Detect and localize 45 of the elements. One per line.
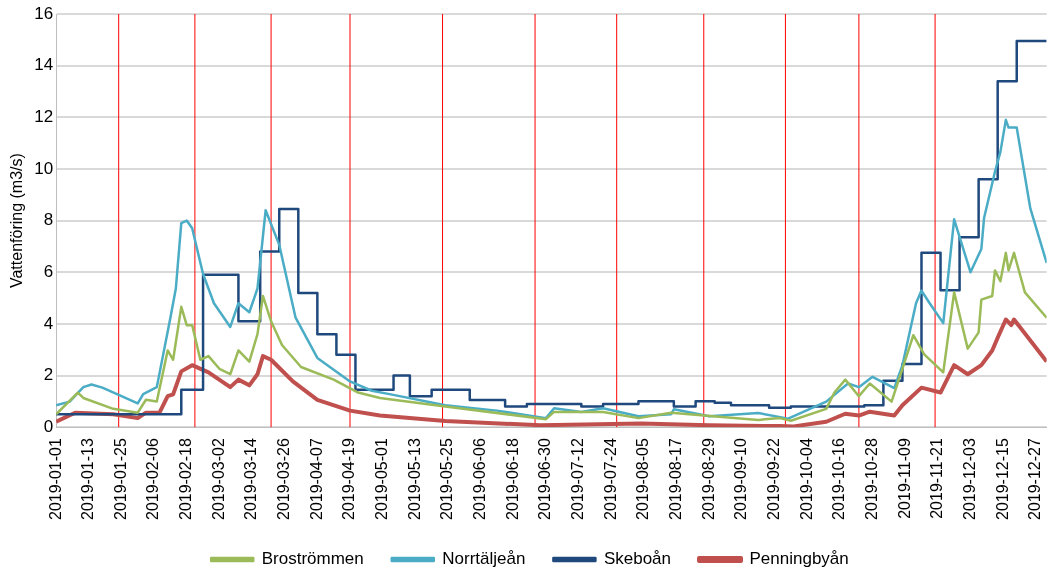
x-tick-label: 2019-01-01 (46, 438, 64, 520)
x-tick-label: 2019-04-19 (340, 438, 358, 520)
x-tick-label: 2019-09-22 (764, 438, 782, 520)
legend-label: Broströmmen (261, 549, 364, 569)
x-tick-label: 2019-08-05 (634, 438, 652, 520)
x-tick-label: 2019-06-18 (503, 438, 521, 520)
x-tick-label: 2019-02-18 (177, 438, 195, 520)
y-tick-label: 4 (43, 313, 54, 333)
x-tick-label: 2019-09-10 (732, 438, 750, 520)
y-axis-title: Vattenföring (m3/s) (8, 153, 26, 289)
x-tick-label: 2019-03-02 (209, 438, 227, 520)
y-tick-label: 0 (43, 416, 54, 436)
x-tick-label: 2019-12-15 (993, 438, 1011, 520)
x-tick-label: 2019-07-24 (601, 438, 619, 520)
x-tick-label: 2019-06-30 (536, 438, 554, 520)
x-tick-label: 2019-01-13 (79, 438, 97, 520)
legend-label: Norrtäljeån (442, 549, 526, 569)
x-tick-label: 2019-10-04 (797, 438, 815, 520)
x-tick-label: 2019-04-07 (307, 438, 325, 520)
y-tick-label: 8 (43, 210, 54, 230)
x-tick-label: 2019-11-21 (928, 438, 946, 519)
y-tick-label: 16 (34, 3, 54, 23)
legend-label: Penningbyån (749, 549, 849, 569)
x-tick-label: 2019-02-06 (144, 438, 162, 520)
x-tick-label: 2019-08-29 (699, 438, 717, 520)
x-tick-label: 2019-11-09 (895, 438, 913, 519)
x-tick-label: 2019-12-27 (1026, 438, 1044, 520)
x-tick-label: 2019-03-14 (242, 438, 260, 520)
x-tick-label: 2019-07-12 (569, 438, 587, 520)
y-tick-label: 6 (43, 261, 54, 281)
x-tick-label: 2019-10-28 (862, 438, 880, 520)
x-tick-label: 2019-05-13 (405, 438, 423, 520)
legend-label: Skeboån (603, 549, 672, 569)
x-tick-label: 2019-01-25 (111, 438, 129, 520)
y-tick-label: 10 (34, 158, 54, 178)
x-tick-label: 2019-08-17 (666, 438, 684, 520)
y-tick-label: 2 (43, 365, 54, 385)
x-tick-label: 2019-05-25 (438, 438, 456, 520)
x-tick-label: 2019-05-01 (373, 438, 391, 520)
x-tick-label: 2019-06-06 (471, 438, 489, 520)
x-tick-label: 2019-10-16 (830, 438, 848, 520)
x-tick-label: 2019-03-26 (275, 438, 293, 520)
x-tick-label: 2019-12-03 (960, 438, 978, 520)
y-tick-label: 12 (34, 106, 54, 126)
y-tick-label: 14 (34, 55, 54, 75)
